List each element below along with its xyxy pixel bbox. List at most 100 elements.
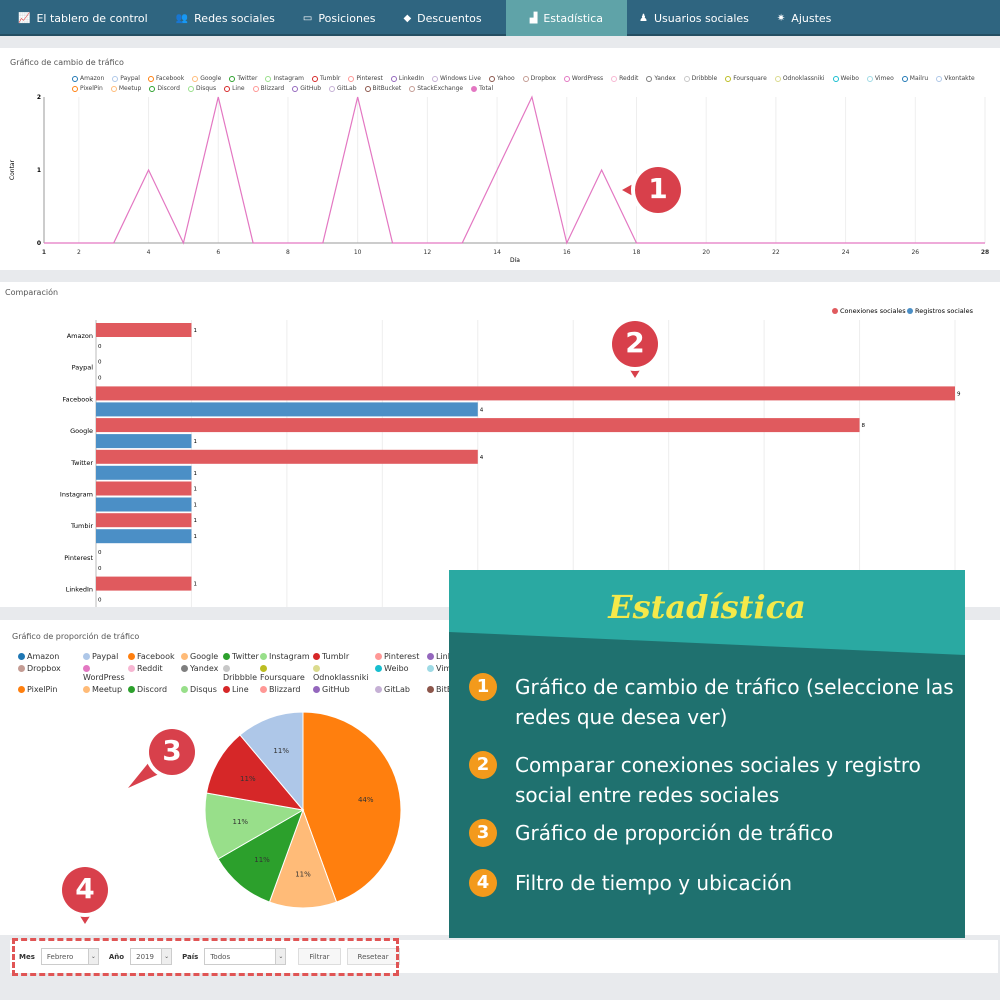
nav-item-4[interactable]: ▟ Estadística [505, 0, 628, 36]
legend-item[interactable]: Weibo [375, 664, 427, 682]
data-label: 44% [358, 796, 374, 804]
legend-item[interactable]: Meetup [83, 685, 128, 694]
legend-item[interactable]: Instagram [265, 75, 304, 82]
legend-item[interactable]: Dribbble [223, 664, 260, 682]
legend-item[interactable]: Pinterest [375, 652, 427, 661]
legend-item[interactable]: Disqus [187, 85, 216, 92]
legend-item[interactable]: Yandex [646, 75, 676, 82]
legend-marker [432, 75, 439, 82]
legend-item[interactable]: Amazon [72, 75, 104, 82]
legend-item[interactable]: Foursquare [260, 664, 313, 682]
legend-item[interactable]: PixelPin [18, 685, 83, 694]
legend-item[interactable]: Vimeo [866, 75, 894, 82]
legend-item[interactable]: Line [224, 85, 245, 92]
bar-Twitter-0 [96, 449, 478, 464]
legend-label: WordPress [83, 673, 125, 682]
legend-item[interactable]: WordPress [563, 75, 603, 82]
overlay-item: 3 Gráfico de proporción de tráfico [469, 818, 955, 848]
x-tick-label: 20 [702, 249, 710, 256]
legend-item[interactable]: Mailru [901, 75, 928, 82]
legend-item[interactable]: Yahoo [488, 75, 515, 82]
legend-label: Dropbox [27, 664, 61, 673]
legend-item[interactable]: PixelPin [72, 85, 103, 92]
legend-item[interactable]: Foursquare [725, 75, 767, 82]
nav-item-0[interactable]: 📈 El tablero de control [6, 0, 160, 36]
legend-marker [611, 75, 618, 82]
legend-item[interactable]: Meetup [110, 85, 141, 92]
legend-label: Blizzard [269, 685, 301, 694]
reset-button[interactable]: Resetear [346, 948, 400, 965]
country-select[interactable]: Todos ⌄ [204, 948, 287, 965]
legend-item[interactable]: StackExchange [409, 85, 463, 92]
legend-item[interactable]: GitLab [375, 685, 427, 694]
legend-item[interactable]: Blizzard [260, 685, 313, 694]
filter-button[interactable]: Filtrar [298, 948, 341, 965]
legend-item[interactable]: Vkontakte [936, 75, 975, 82]
month-value: Febrero [46, 952, 74, 961]
legend-marker [364, 85, 371, 92]
legend-item[interactable]: Instagram [260, 652, 313, 661]
legend-label: Dribbble [691, 75, 718, 82]
legend-item[interactable]: Tumblr [312, 75, 340, 82]
overlay-item-text: Comparar conexiones sociales y registro … [515, 753, 921, 807]
legend-item[interactable]: Odnoklassniki [774, 75, 825, 82]
legend-item[interactable]: Pinterest [348, 75, 383, 82]
year-value: 2019 [136, 952, 154, 961]
legend-item[interactable]: Total [471, 85, 493, 92]
nav-item-2[interactable]: ▭ Posiciones [291, 0, 388, 36]
nav-item-5[interactable]: ♟ Usuarios sociales [627, 0, 761, 36]
legend-item[interactable]: Yandex [181, 664, 223, 682]
legend-item[interactable]: WordPress [83, 664, 128, 682]
legend-item[interactable]: GitHub [313, 685, 375, 694]
legend-item[interactable]: Odnoklassniki [313, 664, 375, 682]
legend-item[interactable]: Windows Live [432, 75, 481, 82]
legend-item[interactable]: Blizzard [252, 85, 284, 92]
legend-item[interactable]: Facebook [128, 652, 181, 661]
bar-Instagram-0 [96, 481, 192, 496]
filter-highlight-frame [12, 938, 399, 976]
nav-item-6[interactable]: ✷ Ajustes [765, 0, 844, 36]
legend-item[interactable]: Dribbble [683, 75, 718, 82]
map-pin-icon [58, 863, 112, 924]
legend-item[interactable]: Vimeo [427, 664, 477, 682]
legend-marker [229, 75, 236, 82]
pie-slice-Instagram [204, 792, 305, 860]
nav-label: Descuentos [417, 11, 482, 25]
legend-item[interactable]: Google [192, 75, 221, 82]
nav-item-3[interactable]: ◆ Descuentos [391, 0, 493, 36]
overlay-item-text: Gráfico de cambio de tráfico (seleccione… [515, 675, 954, 729]
legend-item[interactable]: Reddit [128, 664, 181, 682]
legend-item[interactable]: Reddit [611, 75, 638, 82]
legend-item[interactable]: Discord [149, 85, 180, 92]
legend-marker [832, 308, 838, 314]
callout-marker: 3 [128, 720, 202, 788]
legend-item[interactable]: Weibo [832, 75, 859, 82]
legend-item[interactable]: Amazon [18, 652, 83, 661]
legend-item[interactable]: Discord [128, 685, 181, 694]
chart-line-icon: 📈 [18, 12, 31, 24]
legend-item[interactable]: Google [181, 652, 223, 661]
month-select[interactable]: Febrero ⌄ [40, 948, 99, 965]
legend-item[interactable]: Twitter [223, 652, 260, 661]
legend-item[interactable]: Facebook [147, 75, 184, 82]
legend-item[interactable]: Disqus [181, 685, 223, 694]
legend-item[interactable]: Line [223, 685, 260, 694]
legend-item[interactable]: GitHub [292, 85, 321, 92]
legend-item[interactable]: LinkedIn [390, 75, 424, 82]
legend-label: Vimeo [436, 664, 462, 673]
legend-item[interactable]: BitBucket [364, 85, 401, 92]
legend-item[interactable]: Tumblr [313, 652, 375, 661]
legend-marker [181, 653, 188, 660]
x-tick-label: 12 [424, 249, 432, 256]
nav-item-1[interactable]: 👥 Redes sociales [164, 0, 287, 36]
x-tick-label: 4 [147, 249, 151, 256]
legend-item[interactable]: Twitter [229, 75, 257, 82]
top-nav: 📈 El tablero de control 👥 Redes sociales ▭ Po… [0, 0, 1000, 36]
x-tick-label: 22 [772, 249, 780, 256]
legend-item[interactable]: Paypal [83, 652, 128, 661]
legend-item[interactable]: Dropbox [522, 75, 556, 82]
legend-item[interactable]: Paypal [112, 75, 140, 82]
legend-item[interactable]: Dropbox [18, 664, 83, 682]
year-select[interactable]: 2019 ⌄ [130, 948, 173, 965]
legend-item[interactable]: GitLab [329, 85, 357, 92]
